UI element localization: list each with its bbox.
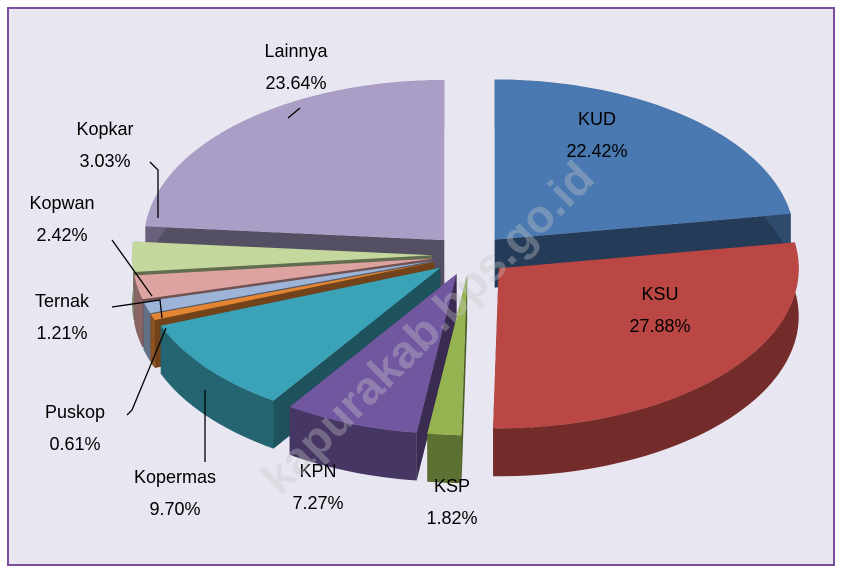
value-label: 0.61% [49, 434, 100, 454]
leader-lines [111, 107, 301, 462]
slice [493, 242, 799, 477]
category-label: KSP [434, 476, 470, 496]
slice-wall [289, 406, 417, 481]
slice-wall [134, 275, 143, 348]
category-label: KSU [641, 284, 678, 304]
slice-top [145, 80, 445, 241]
slice-top [289, 274, 457, 433]
leader-line [111, 299, 163, 319]
pie [132, 79, 799, 484]
slice-wall [427, 433, 462, 484]
slice-wall [150, 314, 155, 368]
leader-line [111, 239, 153, 297]
category-label: Lainnya [264, 41, 328, 61]
value-label: 1.82% [426, 508, 477, 528]
slice-top [427, 275, 468, 436]
category-label: Kopwan [29, 193, 94, 213]
value-label: 2.42% [36, 225, 87, 245]
category-label: KPN [299, 461, 336, 481]
category-label: Kopermas [134, 467, 216, 487]
leader-line [126, 327, 167, 416]
value-label: 9.70% [149, 499, 200, 519]
category-label: Ternak [35, 291, 90, 311]
slice-top [160, 267, 441, 401]
category-label: KUD [578, 109, 616, 129]
slice [427, 275, 468, 484]
slice-top [132, 241, 432, 272]
slice-wall [160, 325, 274, 449]
slice-top [150, 262, 435, 320]
category-label: Kopkar [76, 119, 133, 139]
value-label: 27.88% [629, 316, 690, 336]
slice-top [134, 258, 433, 300]
slice-top [494, 79, 791, 240]
value-label: 7.27% [292, 493, 343, 513]
slice [289, 274, 457, 481]
value-label: 22.42% [566, 141, 627, 161]
value-label: 1.21% [36, 323, 87, 343]
leader-line [287, 107, 301, 119]
value-label: 3.03% [79, 151, 130, 171]
slice-wall [143, 301, 151, 362]
slice-wall [493, 242, 799, 477]
labels: KUD 22.42% KSU 27.88% KSP 1.82% KPN 7.27% Koperm… [29, 41, 690, 528]
leader-line [149, 161, 159, 218]
value-label: 23.64% [265, 73, 326, 93]
slice-top [493, 242, 799, 429]
slice-top [143, 260, 434, 314]
category-label: Puskop [45, 402, 105, 422]
